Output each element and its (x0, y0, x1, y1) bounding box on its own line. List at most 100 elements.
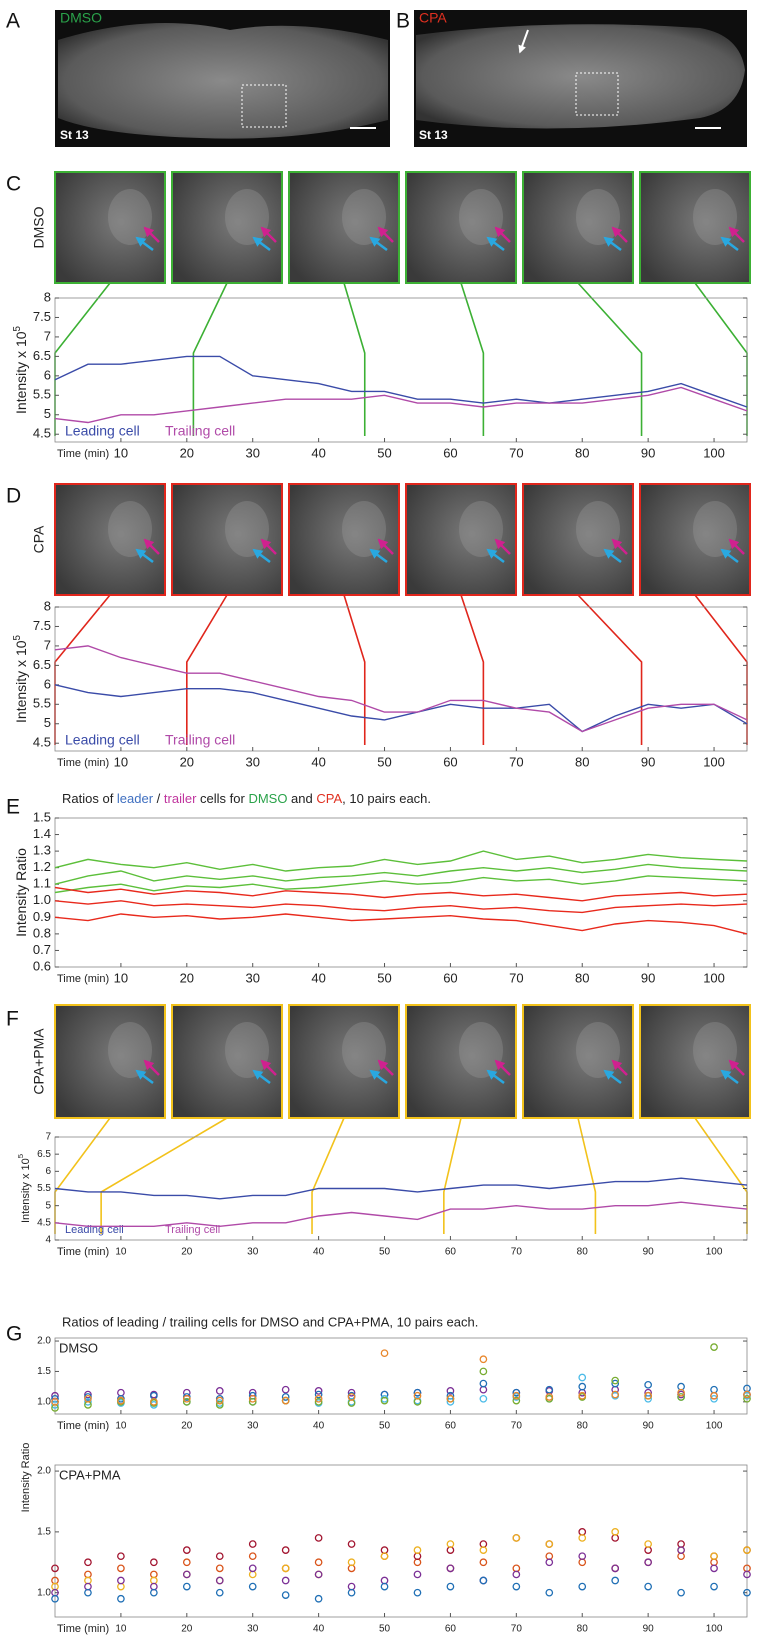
panel-label: C (6, 173, 21, 196)
x-axis-label: Time (min) (57, 1420, 109, 1432)
x-tick-label: 90 (641, 754, 655, 769)
arrow-trailing (260, 1059, 277, 1076)
point (84, 1390, 92, 1399)
y-tick-label: 8 (44, 598, 51, 613)
y-tick-label: 1.5 (37, 1366, 51, 1377)
x-tick-label: 100 (703, 754, 725, 769)
point (578, 1391, 587, 1400)
x-tick-label: 100 (703, 970, 725, 985)
trace (54, 1201, 748, 1228)
y-tick-label: 7.5 (33, 309, 51, 324)
frame (639, 171, 751, 284)
trace (54, 645, 748, 733)
y-axis-exponent: 5 (12, 634, 23, 640)
point (578, 1582, 587, 1591)
point (182, 1570, 191, 1579)
frame-time-connector (694, 282, 748, 436)
y-axis-label-text: Intensity Ratio (20, 1443, 32, 1513)
point (347, 1558, 356, 1567)
y-tick-label: 0.9 (33, 909, 51, 924)
point (677, 1393, 685, 1401)
cell-glow (576, 189, 620, 245)
x-tick-label: 10 (115, 1247, 127, 1258)
y-tick-label: 7 (44, 328, 51, 343)
point (413, 1588, 422, 1597)
arrow-leading (369, 548, 388, 563)
point (281, 1564, 290, 1573)
point (84, 1588, 92, 1597)
y-tick-label: 4.5 (33, 426, 51, 441)
arrow-leading (135, 236, 154, 251)
point (677, 1588, 685, 1597)
point (117, 1576, 125, 1585)
arrow-leading (369, 236, 388, 251)
cell-glow (693, 501, 737, 557)
y-tick-label: 4.5 (33, 735, 51, 750)
arrow-leading (135, 1069, 154, 1084)
arrow-leading (603, 1069, 622, 1084)
trace (54, 913, 748, 935)
x-tick-label: 20 (180, 754, 194, 769)
y-axis-exponent: 5 (16, 1154, 25, 1158)
panel-label: B (396, 10, 410, 33)
point (281, 1576, 290, 1585)
point (644, 1540, 652, 1548)
y-tick-label: 1.0 (33, 892, 51, 907)
y-tick-label: 5.5 (37, 1183, 51, 1194)
point (545, 1385, 554, 1394)
point (446, 1387, 455, 1395)
frame (54, 483, 166, 596)
condition: DMSO (60, 10, 102, 26)
point (578, 1382, 587, 1391)
x-tick-label: 10 (114, 754, 128, 769)
arrow-trailing (377, 1059, 394, 1076)
cell-glow (225, 189, 269, 245)
title-part: CPA (316, 791, 342, 806)
x-tick-label: 20 (181, 1247, 193, 1258)
point (314, 1387, 323, 1395)
point (710, 1391, 718, 1400)
point (314, 1397, 323, 1406)
point (51, 1564, 59, 1573)
chart-title: Ratios of leading / trailing cells for D… (62, 1314, 478, 1329)
point (248, 1394, 257, 1403)
x-tick-label: 10 (114, 445, 128, 460)
point (182, 1558, 191, 1567)
point (479, 1394, 488, 1403)
cell-glow (576, 1022, 620, 1078)
point (479, 1379, 488, 1388)
y-tick-label: 1.0 (37, 1396, 51, 1407)
point (479, 1576, 488, 1585)
x-tick-label: 40 (311, 754, 325, 769)
arrow-leading (135, 548, 154, 563)
trace (54, 1177, 748, 1200)
x-axis-label: Time (min) (57, 973, 109, 985)
arrow-trailing (728, 226, 745, 243)
point (743, 1570, 751, 1579)
arrow-leading (252, 1069, 271, 1084)
arrow-leading (720, 1069, 739, 1084)
point (512, 1396, 521, 1405)
frame (405, 1004, 517, 1119)
frame-image (405, 483, 517, 596)
point (314, 1594, 323, 1603)
y-tick-label: 1.2 (33, 859, 51, 874)
point (380, 1396, 389, 1405)
x-tick-label: 20 (181, 1421, 193, 1432)
x-tick-label: 90 (641, 970, 655, 985)
y-tick-label: 5 (44, 406, 51, 421)
panel-a: A DMSO St 13 (6, 10, 390, 147)
cell-glow (459, 1022, 503, 1078)
x-axis-label: Time (min) (57, 1246, 109, 1258)
x-tick-label: 90 (643, 1247, 655, 1258)
x-tick-label: 80 (575, 445, 589, 460)
arrow (518, 29, 529, 54)
point (710, 1343, 718, 1351)
trace (54, 886, 748, 902)
x-tick-label: 20 (180, 445, 194, 460)
point (215, 1401, 224, 1409)
legend-entry: Leading cell (65, 732, 140, 748)
y-tick-label: 1.0 (37, 1587, 51, 1598)
frame (405, 483, 517, 596)
frame-time-connector (577, 282, 643, 436)
